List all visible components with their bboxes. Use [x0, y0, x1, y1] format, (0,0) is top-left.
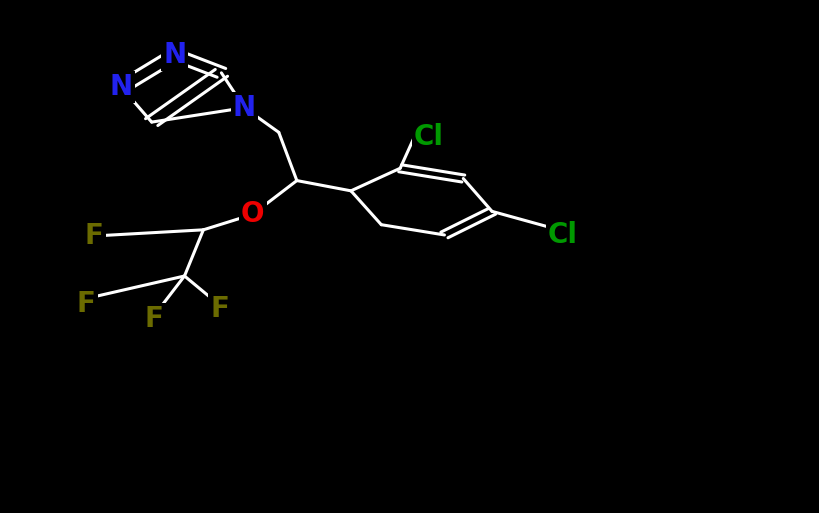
Text: F: F: [144, 305, 164, 333]
Text: F: F: [84, 222, 104, 250]
Text: F: F: [210, 295, 229, 323]
Text: O: O: [241, 201, 264, 228]
Text: Cl: Cl: [414, 124, 444, 151]
Text: N: N: [233, 94, 256, 122]
Text: F: F: [76, 290, 96, 318]
Text: N: N: [110, 73, 133, 101]
Text: Cl: Cl: [547, 221, 577, 249]
Text: N: N: [163, 41, 186, 69]
